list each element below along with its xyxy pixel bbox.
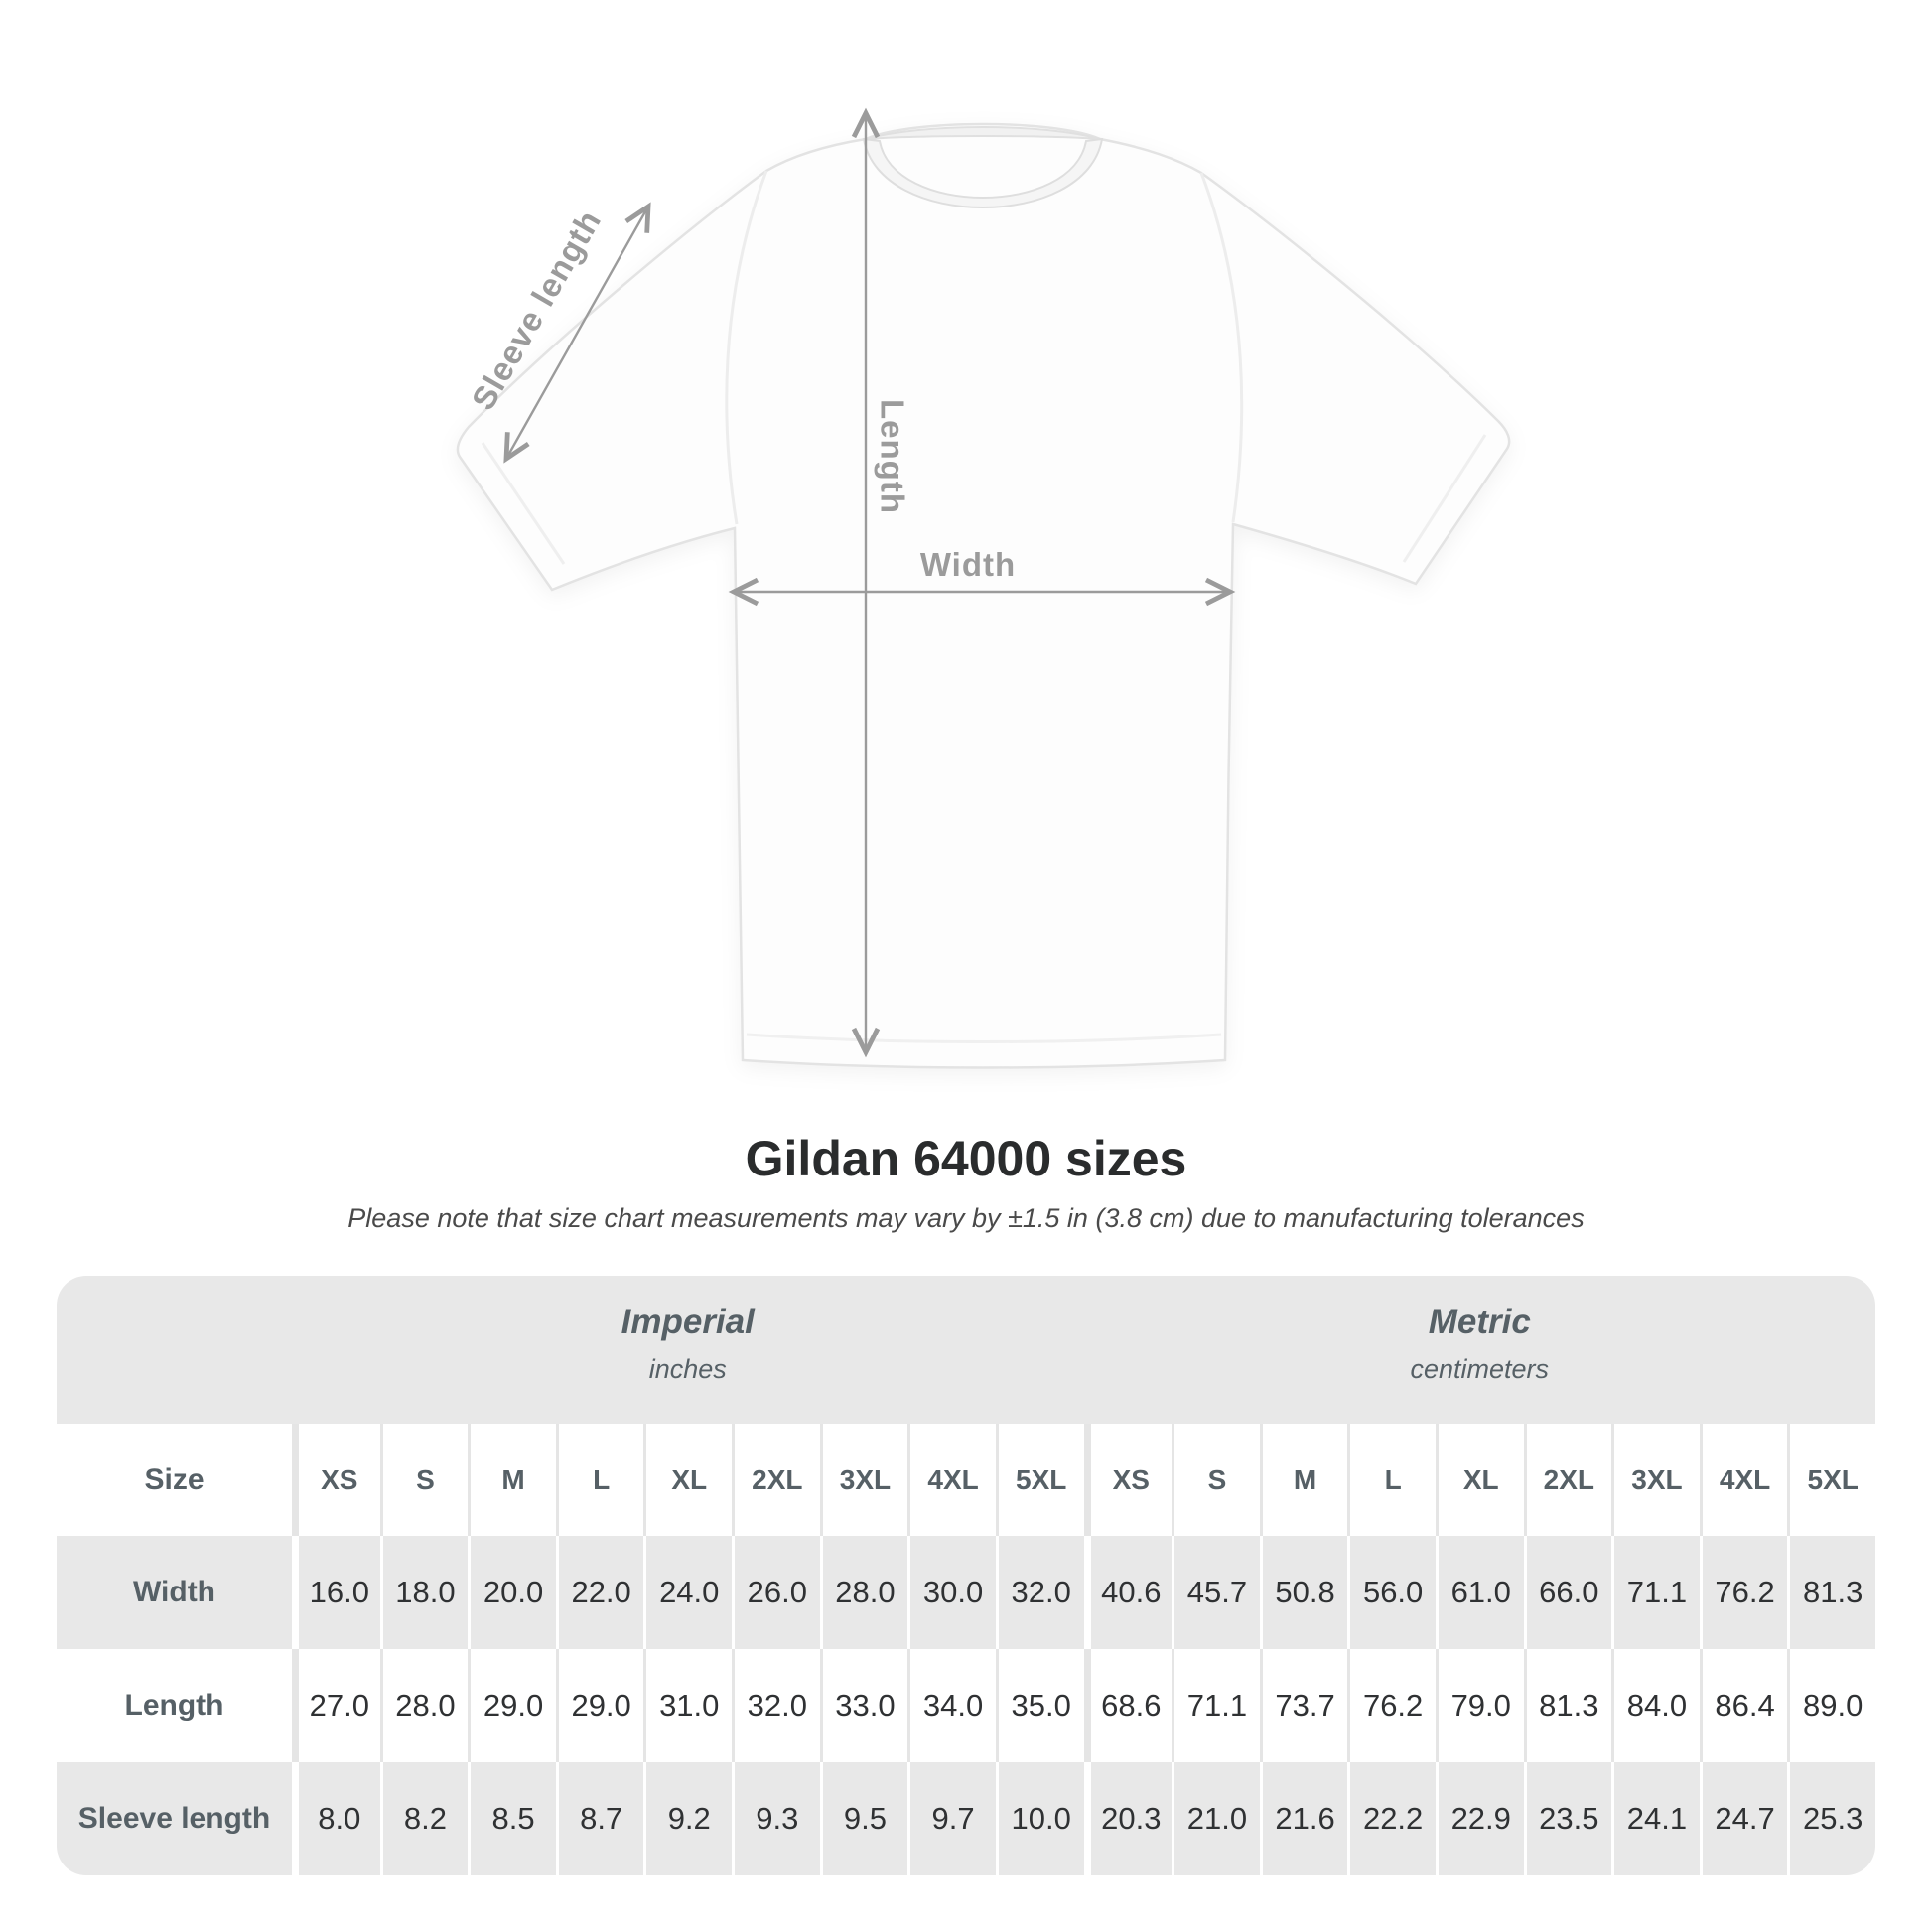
value-cell: 66.0 bbox=[1523, 1536, 1612, 1649]
value-cell: 9.2 bbox=[643, 1762, 732, 1875]
value-cell: 9.3 bbox=[732, 1762, 820, 1875]
imperial-unit-label: inches bbox=[648, 1354, 727, 1384]
value-cell: 71.1 bbox=[1611, 1536, 1700, 1649]
table-row: Length 27.0 28.0 29.0 29.0 31.0 32.0 33.0 34.0 35… bbox=[57, 1649, 1875, 1762]
page-title: Gildan 64000 sizes bbox=[745, 1131, 1187, 1186]
value-cell: 25.3 bbox=[1787, 1762, 1875, 1875]
size-column-header: Size bbox=[144, 1462, 205, 1496]
value-cell: 32.0 bbox=[732, 1649, 820, 1762]
column-header: 2XL bbox=[1523, 1424, 1612, 1536]
column-header: XL bbox=[1435, 1424, 1524, 1536]
collar-band bbox=[862, 137, 1104, 208]
page-subtitle: Please note that size chart measurements… bbox=[347, 1203, 1585, 1233]
row-label: Length bbox=[124, 1689, 224, 1722]
column-header: L bbox=[1347, 1424, 1436, 1536]
value-cell: 56.0 bbox=[1347, 1536, 1436, 1649]
value-cell: 79.0 bbox=[1435, 1649, 1524, 1762]
value-cell: 23.5 bbox=[1523, 1762, 1612, 1875]
value-cell: 50.8 bbox=[1259, 1536, 1348, 1649]
value-cell: 33.0 bbox=[819, 1649, 908, 1762]
tshirt-graphic: Length Width Sleeve length bbox=[456, 107, 1511, 1069]
column-header: 3XL bbox=[819, 1424, 908, 1536]
unit-header-band: Imperial inches Metric centimeters bbox=[57, 1276, 1875, 1424]
column-header: S bbox=[1172, 1424, 1260, 1536]
value-cell: 24.0 bbox=[643, 1536, 732, 1649]
table-body: Size XS S M L XL 2XL 3XL 4XL 5XL XS S M L XL 2XL 3XL 4XL 5… bbox=[57, 1424, 1875, 1875]
row-label: Width bbox=[132, 1576, 216, 1608]
value-cell: 45.7 bbox=[1172, 1536, 1260, 1649]
value-cell: 26.0 bbox=[732, 1536, 820, 1649]
column-header: L bbox=[555, 1424, 644, 1536]
value-cell: 8.2 bbox=[379, 1762, 469, 1875]
value-cell: 9.7 bbox=[907, 1762, 996, 1875]
value-cell: 9.5 bbox=[819, 1762, 908, 1875]
column-header: XS bbox=[292, 1424, 380, 1536]
value-cell: 24.1 bbox=[1611, 1762, 1700, 1875]
value-cell: 29.0 bbox=[468, 1649, 556, 1762]
value-cell: 40.6 bbox=[1083, 1536, 1173, 1649]
value-cell: 20.3 bbox=[1083, 1762, 1173, 1875]
row-label: Sleeve length bbox=[77, 1802, 271, 1835]
value-cell: 29.0 bbox=[555, 1649, 644, 1762]
value-cell: 71.1 bbox=[1172, 1649, 1260, 1762]
value-cell: 28.0 bbox=[819, 1536, 908, 1649]
value-cell: 76.2 bbox=[1347, 1649, 1436, 1762]
value-cell: 68.6 bbox=[1083, 1649, 1173, 1762]
value-cell: 76.2 bbox=[1699, 1536, 1788, 1649]
value-cell: 81.3 bbox=[1523, 1649, 1612, 1762]
value-cell: 86.4 bbox=[1699, 1649, 1788, 1762]
table-row: Width 16.0 18.0 20.0 22.0 24.0 26.0 28.0 30.0 32.… bbox=[57, 1536, 1875, 1649]
width-dimension-label: Width bbox=[920, 546, 1016, 583]
value-cell: 10.0 bbox=[995, 1762, 1084, 1875]
value-cell: 8.0 bbox=[292, 1762, 380, 1875]
value-cell: 21.6 bbox=[1259, 1762, 1348, 1875]
value-cell: 30.0 bbox=[907, 1536, 996, 1649]
column-header: S bbox=[379, 1424, 469, 1536]
value-cell: 20.0 bbox=[468, 1536, 556, 1649]
column-header: 4XL bbox=[907, 1424, 996, 1536]
value-cell: 35.0 bbox=[995, 1649, 1084, 1762]
imperial-label: Imperial bbox=[621, 1303, 755, 1341]
sleeve-length-arrow bbox=[503, 202, 651, 464]
value-cell: 21.0 bbox=[1172, 1762, 1260, 1875]
value-cell: 18.0 bbox=[379, 1536, 469, 1649]
value-cell: 84.0 bbox=[1611, 1649, 1700, 1762]
column-header: 2XL bbox=[732, 1424, 820, 1536]
metric-unit-label: centimeters bbox=[1410, 1354, 1550, 1384]
length-dimension-label: Length bbox=[875, 399, 911, 514]
imperial-group-header: Imperial inches bbox=[292, 1276, 1084, 1424]
value-cell: 22.0 bbox=[555, 1536, 644, 1649]
column-header: 5XL bbox=[995, 1424, 1084, 1536]
metric-group-header: Metric centimeters bbox=[1084, 1276, 1876, 1424]
value-cell: 27.0 bbox=[292, 1649, 380, 1762]
value-cell: 22.2 bbox=[1347, 1762, 1436, 1875]
table-row: Sleeve length 8.0 8.2 8.5 8.7 9.2 9.3 9.5 9.7 10.… bbox=[57, 1762, 1875, 1875]
value-cell: 61.0 bbox=[1435, 1536, 1524, 1649]
value-cell: 8.5 bbox=[468, 1762, 556, 1875]
column-header: M bbox=[468, 1424, 556, 1536]
value-cell: 31.0 bbox=[643, 1649, 732, 1762]
value-cell: 24.7 bbox=[1699, 1762, 1788, 1875]
metric-label: Metric bbox=[1428, 1303, 1531, 1341]
tshirt-diagram: Length Width Sleeve length bbox=[456, 107, 1511, 1069]
column-header: XL bbox=[643, 1424, 732, 1536]
value-cell: 8.7 bbox=[555, 1762, 644, 1875]
column-header: 4XL bbox=[1699, 1424, 1788, 1536]
value-cell: 16.0 bbox=[292, 1536, 380, 1649]
column-header: 3XL bbox=[1611, 1424, 1700, 1536]
value-cell: 32.0 bbox=[995, 1536, 1084, 1649]
value-cell: 22.9 bbox=[1435, 1762, 1524, 1875]
value-cell: 73.7 bbox=[1259, 1649, 1348, 1762]
value-cell: 89.0 bbox=[1787, 1649, 1875, 1762]
column-header: 5XL bbox=[1787, 1424, 1875, 1536]
value-cell: 28.0 bbox=[379, 1649, 469, 1762]
value-cell: 34.0 bbox=[907, 1649, 996, 1762]
column-header: XS bbox=[1083, 1424, 1173, 1536]
column-header: M bbox=[1259, 1424, 1348, 1536]
size-chart-table: Imperial inches Metric centimeters Size X… bbox=[57, 1276, 1875, 1875]
header-row: Size XS S M L XL 2XL 3XL 4XL 5XL XS S M L XL 2XL 3XL 4XL 5… bbox=[57, 1424, 1875, 1536]
value-cell: 81.3 bbox=[1787, 1536, 1875, 1649]
